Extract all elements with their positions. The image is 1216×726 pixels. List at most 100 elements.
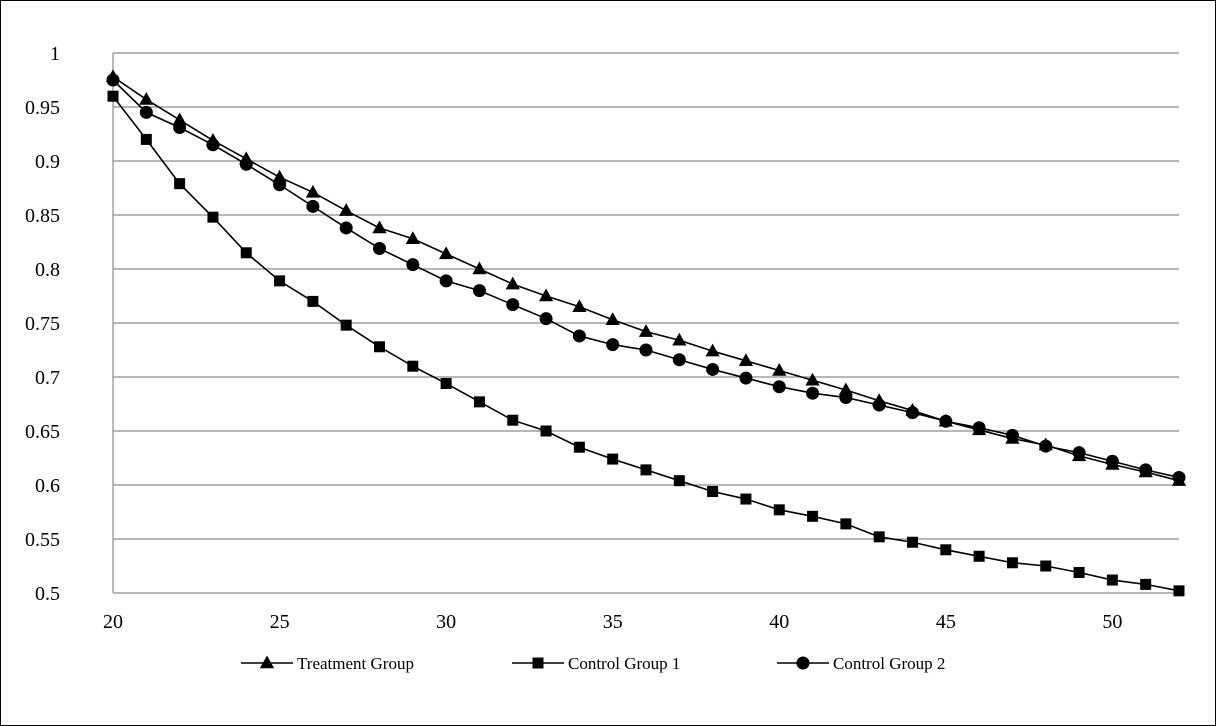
data-point-triangle	[805, 372, 820, 386]
y-tick-label: 0.85	[25, 205, 60, 227]
data-point-square	[673, 475, 685, 487]
data-point-square	[107, 90, 119, 102]
series-0	[105, 69, 1187, 486]
data-point-square	[1073, 566, 1085, 578]
data-point-square	[307, 295, 319, 307]
data-point-circle	[706, 362, 720, 376]
legend-marker-triangle	[259, 655, 275, 669]
data-point-circle	[872, 398, 886, 412]
data-point-circle	[1039, 439, 1053, 453]
data-point-circle	[106, 73, 120, 87]
data-point-square	[473, 396, 485, 408]
data-point-triangle	[538, 288, 554, 302]
series-group	[105, 69, 1187, 597]
data-point-circle	[506, 298, 520, 312]
data-point-square	[707, 485, 719, 497]
data-point-circle	[572, 329, 586, 343]
data-point-square	[540, 425, 552, 437]
data-point-circle	[439, 274, 453, 288]
data-point-circle	[606, 338, 620, 352]
data-point-square	[940, 544, 952, 556]
y-tick-label: 1	[50, 43, 60, 65]
data-point-triangle	[605, 312, 620, 326]
data-point-square	[907, 536, 918, 548]
data-point-circle	[1072, 446, 1086, 460]
y-tick-label: 0.65	[25, 421, 60, 443]
legend-marker-square	[532, 657, 544, 669]
data-point-square	[1140, 578, 1152, 590]
data-point-circle	[772, 380, 786, 394]
data-point-square	[1173, 585, 1185, 597]
data-point-circle	[672, 353, 686, 367]
data-point-circle	[1105, 454, 1119, 468]
data-point-circle	[1005, 428, 1019, 442]
x-tick-label: 30	[436, 611, 456, 633]
data-point-circle	[173, 121, 187, 135]
data-point-triangle	[405, 231, 420, 245]
x-tick-label: 45	[936, 611, 956, 633]
x-tick-label: 50	[1102, 611, 1122, 633]
data-point-circle	[139, 105, 153, 119]
data-point-square	[374, 341, 385, 353]
data-point-triangle	[705, 343, 720, 357]
data-point-triangle	[372, 220, 387, 234]
data-point-square	[240, 247, 252, 259]
data-point-square	[340, 319, 352, 331]
x-tick-label: 40	[769, 611, 789, 633]
data-point-circle	[306, 199, 320, 213]
data-point-square	[573, 441, 585, 453]
legend-label: Control Group 1	[568, 654, 680, 673]
data-point-square	[973, 550, 985, 562]
data-point-square	[740, 493, 752, 505]
data-point-circle	[373, 241, 386, 255]
x-tick-label: 25	[270, 611, 290, 633]
data-point-circle	[273, 178, 287, 192]
legend: Treatment Group Control Group 1 Control Gr…	[241, 654, 945, 673]
data-point-square	[1006, 557, 1018, 569]
data-point-circle	[1172, 470, 1186, 484]
y-tick-label: 0.95	[25, 97, 60, 119]
data-point-triangle	[172, 112, 187, 126]
data-point-triangle	[305, 184, 320, 198]
series-2	[106, 73, 1186, 484]
data-point-circle	[1139, 463, 1153, 477]
data-point-circle	[339, 221, 353, 235]
data-point-triangle	[439, 246, 454, 260]
series-line	[112, 76, 1180, 482]
data-point-square	[640, 464, 652, 476]
data-point-circle	[406, 258, 420, 272]
data-point-square	[840, 518, 852, 530]
data-point-circle	[972, 421, 986, 435]
data-point-triangle	[738, 353, 754, 367]
y-tick-label: 0.55	[25, 529, 60, 551]
gridlines	[113, 52, 1179, 594]
data-point-square	[807, 510, 819, 522]
y-tick-label: 0.5	[35, 583, 60, 605]
axes: 0.5 0.55 0.6 0.65 0.7 0.75 0.8 0.85 0.9 0.95 1 20 25…	[25, 43, 1122, 633]
data-point-triangle	[572, 299, 587, 313]
x-tick-label: 20	[103, 611, 123, 633]
data-point-square	[1040, 560, 1052, 572]
series-line	[112, 79, 1180, 479]
legend-item-0: Treatment Group	[241, 654, 414, 673]
data-point-square	[407, 360, 419, 372]
data-point-triangle	[772, 363, 787, 376]
data-point-triangle	[638, 324, 654, 337]
y-tick-label: 0.8	[35, 259, 60, 281]
data-point-circle	[472, 284, 486, 298]
data-point-square	[1106, 574, 1118, 586]
data-point-triangle	[505, 276, 520, 290]
legend-item-1: Control Group 1	[512, 654, 680, 673]
y-tick-label: 0.7	[35, 367, 60, 389]
data-point-square	[507, 414, 519, 426]
legend-label: Control Group 2	[833, 654, 945, 673]
data-point-square	[440, 377, 452, 389]
data-point-circle	[939, 414, 953, 428]
data-point-circle	[906, 406, 919, 420]
data-point-triangle	[472, 261, 487, 275]
y-tick-label: 0.9	[35, 151, 60, 173]
x-tick-label: 35	[603, 611, 623, 633]
data-point-square	[773, 504, 785, 516]
